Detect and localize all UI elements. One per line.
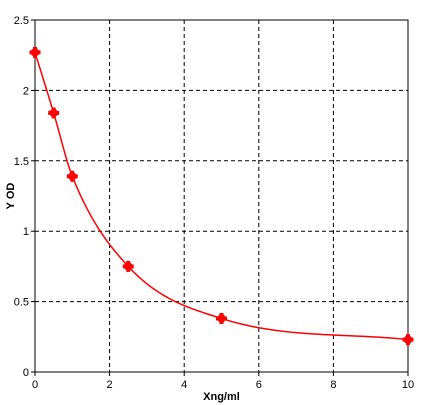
data-point [216,312,227,324]
y-tick-label: 0 [23,367,29,379]
x-axis-label: Xng/ml [203,391,240,403]
plot-area-frame [34,19,409,373]
y-tick-label: 0.5 [14,297,29,309]
y-axis-label: Y OD [5,183,17,210]
x-tick-label: 0 [32,379,38,391]
data-point-marker-h [29,50,41,55]
x-axis-tick-labels: 0 2 4 6 8 10 [32,379,414,391]
data-point-marker-h [122,264,134,269]
data-point [402,334,414,346]
y-tick-label: 2 [23,85,29,97]
fitted-curve [34,52,409,341]
x-tick-label: 10 [402,379,414,391]
x-tick-label: 2 [107,379,113,391]
data-point-marker-h [402,337,414,342]
data-point [66,170,78,182]
x-tick-label: 4 [181,379,187,391]
data-point-marker-h [66,174,78,179]
y-tick-label: 2.5 [14,15,29,27]
data-point [48,107,60,119]
data-point-marker-h [48,110,60,115]
axis-ticks [31,19,409,376]
data-point [122,260,134,272]
data-points [29,46,414,346]
x-tick-label: 8 [330,379,336,391]
data-point-marker-h [216,316,227,321]
grid [35,20,408,372]
y-tick-label: 1.5 [14,156,29,168]
x-tick-label: 6 [256,379,262,391]
data-point [29,46,41,58]
y-tick-label: 1 [23,226,29,238]
y-axis-tick-labels: 0 0.5 1 1.5 2 2.5 [14,15,29,379]
